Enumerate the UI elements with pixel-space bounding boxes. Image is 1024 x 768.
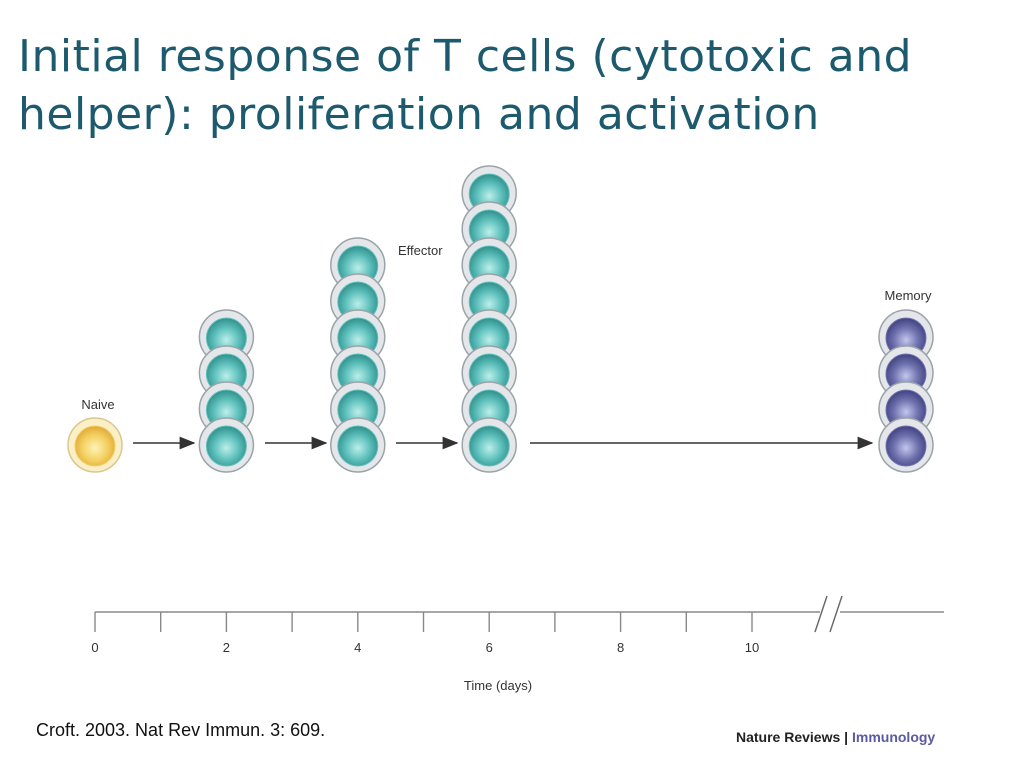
- journal-separator: |: [844, 729, 849, 745]
- cell-memory-1: [878, 417, 934, 473]
- journal-name: Immunology: [851, 729, 936, 745]
- cell-day4-1: [330, 417, 386, 473]
- label-effector: Effector: [398, 243, 443, 258]
- tick-label-6: 6: [486, 640, 493, 655]
- cell-stack-day4: [330, 237, 386, 473]
- cell-stack-memory: [878, 309, 934, 473]
- timeline-tick-labels: 0 2 4 6 8 10: [91, 640, 759, 655]
- cell-naive-1: [67, 417, 123, 473]
- journal-prefix: Nature Reviews: [736, 729, 841, 745]
- journal-credit: Nature Reviews | Immunology: [736, 729, 935, 745]
- cell-stack-day2: [198, 309, 255, 473]
- axis-break-mark-2: [829, 595, 843, 633]
- timeline-axis-label: Time (days): [464, 678, 532, 693]
- cell-stack-naive: [67, 417, 123, 473]
- label-memory: Memory: [885, 288, 932, 303]
- label-naive: Naive: [81, 397, 114, 412]
- slide-title: Initial response of T cells (cytotoxic a…: [18, 31, 913, 140]
- timeline-ticks: [94, 612, 753, 632]
- tick-label-8: 8: [617, 640, 624, 655]
- tick-label-2: 2: [223, 640, 230, 655]
- tick-label-4: 4: [354, 640, 361, 655]
- cell-stacks: [67, 165, 934, 473]
- citation-text: Croft. 2003. Nat Rev Immun. 3: 609.: [36, 720, 326, 740]
- axis-break-mark-1: [814, 595, 828, 633]
- cell-stack-day6: [461, 165, 517, 473]
- tick-label-0: 0: [91, 640, 98, 655]
- tick-label-10: 10: [745, 640, 759, 655]
- cell-day6-1: [461, 417, 517, 473]
- timeline-axis: 0 2 4 6 8 10 Time (days): [91, 595, 944, 693]
- cell-day2-1: [198, 417, 255, 473]
